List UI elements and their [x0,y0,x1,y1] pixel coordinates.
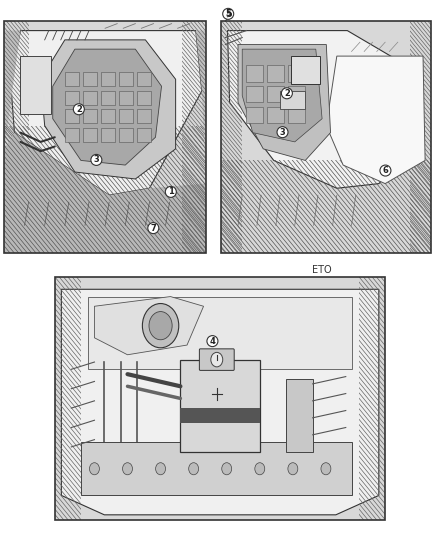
FancyBboxPatch shape [81,442,352,496]
Circle shape [155,463,166,475]
Polygon shape [53,49,162,165]
Bar [289,66,305,82]
Polygon shape [242,49,322,142]
Bar [138,91,152,105]
Bar [138,128,152,142]
Bar [101,109,115,123]
Bar [4,21,206,253]
Bar [65,128,79,142]
Text: 4: 4 [209,337,215,345]
Circle shape [255,463,265,475]
Polygon shape [95,296,204,355]
Text: 7: 7 [150,224,156,232]
Text: 1: 1 [168,188,174,196]
Bar [83,91,97,105]
Bar [65,109,79,123]
Bar [247,107,263,123]
Bar [268,107,284,123]
Bar [268,66,284,82]
Polygon shape [4,30,21,149]
Text: 6: 6 [382,166,389,175]
Circle shape [142,303,179,348]
Bar [247,66,263,82]
Bar [101,128,115,142]
Bar [55,277,385,520]
FancyBboxPatch shape [21,56,51,114]
Bar [101,72,115,86]
Circle shape [222,463,232,475]
Text: 5: 5 [225,10,231,18]
Bar [119,109,133,123]
Text: 5: 5 [225,9,232,19]
Circle shape [288,463,298,475]
FancyBboxPatch shape [88,296,352,369]
Bar [138,72,152,86]
Polygon shape [238,44,331,160]
FancyBboxPatch shape [290,56,320,84]
Bar [221,21,431,253]
Text: 3: 3 [93,156,99,164]
Bar [247,86,263,102]
Polygon shape [61,289,379,515]
Text: ETO: ETO [312,265,332,274]
Circle shape [189,463,198,475]
FancyBboxPatch shape [199,349,234,370]
Text: 2: 2 [284,89,290,98]
Polygon shape [326,56,425,183]
Circle shape [321,463,331,475]
Bar [65,91,79,105]
FancyBboxPatch shape [286,379,313,452]
Bar [221,21,431,253]
Polygon shape [227,30,421,188]
FancyBboxPatch shape [280,91,305,109]
Bar [119,128,133,142]
Circle shape [149,312,172,340]
Text: 2: 2 [76,105,82,114]
FancyBboxPatch shape [180,360,260,452]
Circle shape [123,463,132,475]
Bar [268,86,284,102]
Bar [4,21,206,253]
Bar [83,72,97,86]
Polygon shape [41,40,176,179]
Bar [83,128,97,142]
Bar [65,72,79,86]
Bar [101,91,115,105]
Polygon shape [196,30,206,183]
Bar [119,72,133,86]
Circle shape [211,352,223,367]
Polygon shape [11,30,202,195]
Bar [83,109,97,123]
Bar [138,109,152,123]
Bar [55,277,385,520]
Circle shape [89,463,99,475]
Text: 3: 3 [279,128,286,136]
Polygon shape [4,133,206,253]
Bar [119,91,133,105]
Bar [289,107,305,123]
Bar [180,408,260,423]
Bar [289,86,305,102]
